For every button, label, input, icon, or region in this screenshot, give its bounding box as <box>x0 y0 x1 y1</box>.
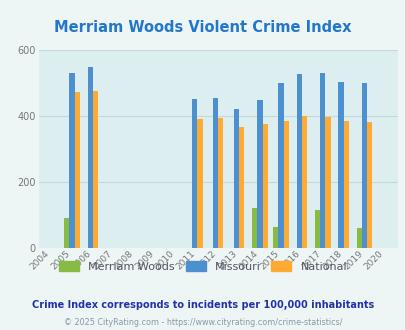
Bar <box>69 73 75 248</box>
Bar <box>257 100 262 248</box>
Bar <box>64 218 69 248</box>
Bar <box>301 115 306 248</box>
Bar <box>314 210 319 248</box>
Bar <box>239 127 244 248</box>
Bar <box>218 118 223 248</box>
Bar <box>233 109 239 248</box>
Bar <box>366 122 371 248</box>
Bar <box>356 228 361 248</box>
Bar <box>262 124 267 248</box>
Text: © 2025 CityRating.com - https://www.cityrating.com/crime-statistics/: © 2025 CityRating.com - https://www.city… <box>64 318 341 327</box>
Text: Merriam Woods Violent Crime Index: Merriam Woods Violent Crime Index <box>54 20 351 35</box>
Bar <box>192 99 197 248</box>
Bar <box>283 121 288 248</box>
Bar <box>343 121 348 248</box>
Text: Crime Index corresponds to incidents per 100,000 inhabitants: Crime Index corresponds to incidents per… <box>32 300 373 310</box>
Bar <box>75 92 80 248</box>
Bar <box>87 67 93 248</box>
Bar <box>197 119 202 248</box>
Bar <box>337 82 343 248</box>
Bar <box>296 74 301 248</box>
Bar <box>324 117 330 248</box>
Bar <box>273 227 277 248</box>
Bar <box>213 98 218 248</box>
Bar <box>277 82 283 248</box>
Bar <box>361 83 366 248</box>
Bar <box>319 73 324 248</box>
Bar <box>93 91 98 248</box>
Bar <box>252 208 257 248</box>
Legend: Merriam Woods, Missouri, National: Merriam Woods, Missouri, National <box>54 257 351 277</box>
